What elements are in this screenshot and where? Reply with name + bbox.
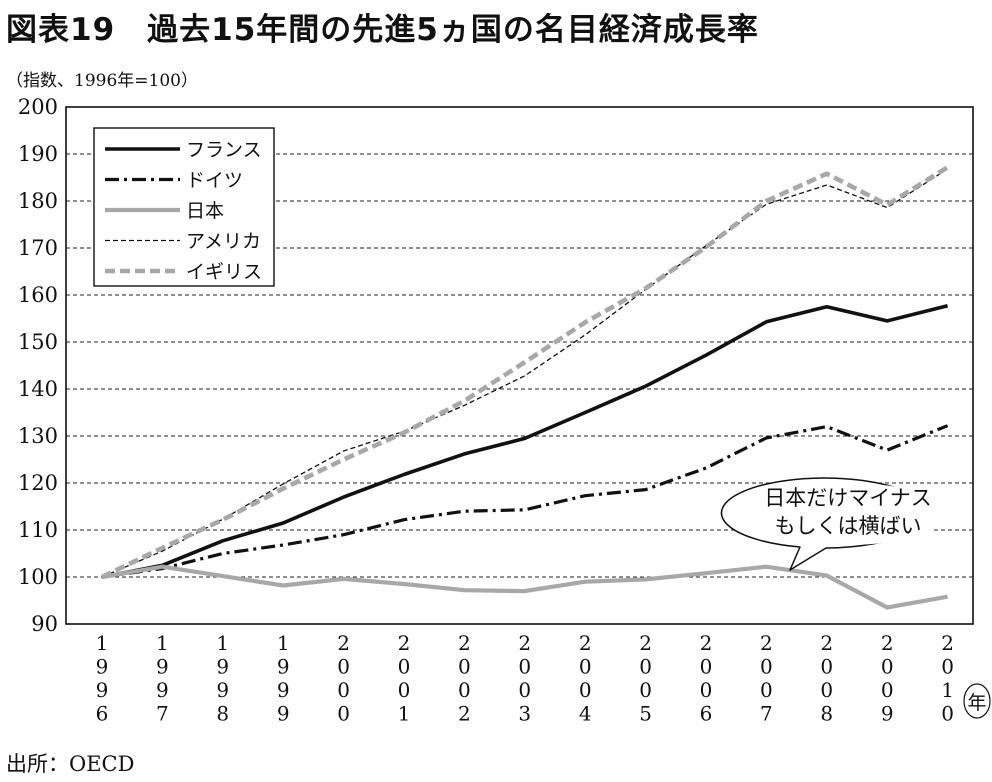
series-line-1 [101, 424, 949, 579]
y-tick-label: 120 [18, 471, 58, 495]
legend-label: イギリス [186, 261, 262, 283]
series-lines [101, 165, 949, 610]
legend-label: ドイツ [186, 170, 243, 192]
annotation-text: 日本だけマイナス [764, 486, 932, 510]
y-axis-ticks: 90 100 110 120 130 140 150 160 170 180 190 200 [18, 95, 58, 636]
series-line-2 [101, 564, 948, 610]
annotation-text: もしくは横ばい [775, 514, 922, 538]
callout-bubble-fill [748, 483, 948, 545]
y-tick-label: 130 [18, 424, 58, 448]
x-unit-circle [963, 683, 991, 719]
series-line-4 [101, 165, 949, 580]
y-tick-label: 110 [18, 518, 58, 542]
series-line-0 [101, 304, 949, 579]
x-axis-unit-label: 年 [967, 692, 986, 714]
plot-area-frame [65, 106, 974, 625]
legend-label: 日本 [186, 200, 224, 222]
y-tick-label: 200 [18, 95, 58, 119]
x-axis-ticks: 1 9 9 6 1 9 9 7 1 9 9 8 1 9 9 9 2 0 0 0 2 0 0 1 2 0 0 2 2 0 0 3 2 0 0 4 2 0 0 5… [96, 631, 991, 726]
source-note: 出所：OECD [6, 752, 135, 776]
legend-box [93, 127, 275, 287]
y-tick-label: 100 [18, 565, 58, 589]
y-tick-label: 150 [18, 330, 58, 354]
y-tick-label: 160 [18, 283, 58, 307]
y-axis-unit-label: （指数、1996年=100） [6, 71, 198, 91]
chart-title: 図表19 過去15年間の先進5ヵ国の名目経済成長率 [6, 12, 759, 48]
y-tick-label: 190 [18, 142, 58, 166]
y-tick-label: 140 [18, 377, 58, 401]
y-tick-label: 90 [31, 612, 58, 636]
legend-label: フランス [186, 139, 262, 161]
y-tick-label: 180 [18, 189, 58, 213]
legend-label: アメリカ [186, 231, 261, 253]
y-tick-label: 170 [18, 236, 58, 260]
